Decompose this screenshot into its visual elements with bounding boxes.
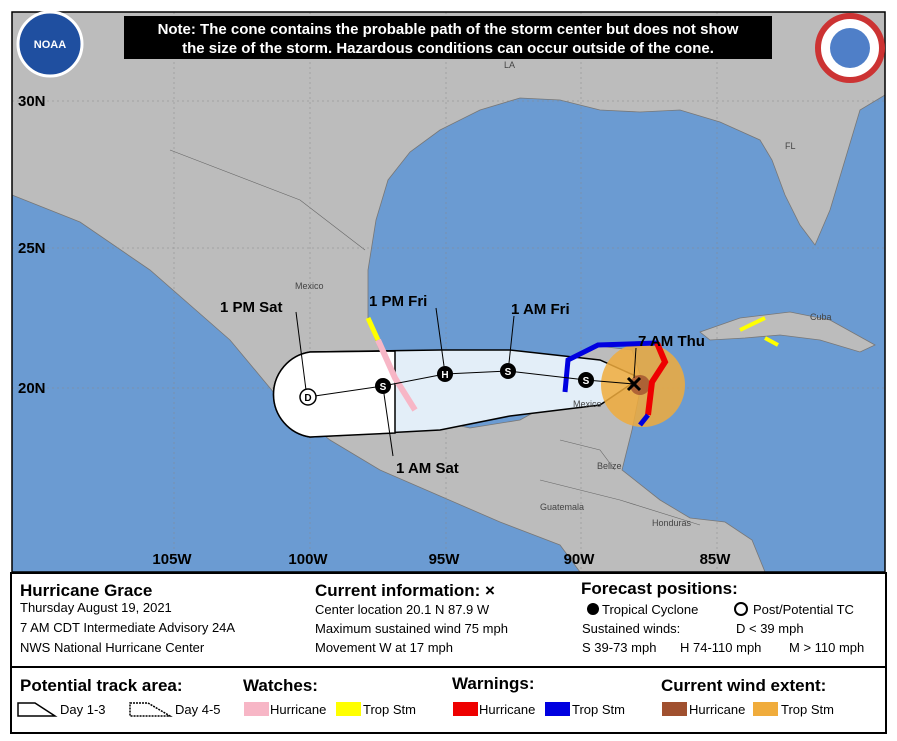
- track-label: 1 PM Fri: [369, 293, 427, 310]
- watch-storm: [365, 316, 381, 342]
- watch-storm-swatch: [336, 702, 361, 716]
- place: Cuba: [810, 312, 832, 322]
- place: Honduras: [652, 518, 692, 528]
- place: Mexico: [573, 399, 602, 409]
- wind-storm-swatch: [753, 702, 778, 716]
- legend-item: Trop Stm: [363, 702, 416, 717]
- watch-hurricane-swatch: [244, 702, 269, 716]
- forecast-item: S 39-73 mph: [582, 640, 656, 655]
- cuba: [699, 311, 876, 353]
- marker: [437, 366, 453, 382]
- marker-letter: S: [380, 382, 387, 393]
- place: FL: [785, 141, 796, 151]
- current-line: Maximum sustained wind 75 mph: [315, 621, 508, 636]
- note: Note: The cone contains the probable pat…: [158, 21, 739, 38]
- warning-storm-swatch: [545, 702, 570, 716]
- marker: [500, 363, 516, 379]
- legend-item: Day 4-5: [175, 702, 221, 717]
- marker-letter: S: [583, 376, 590, 387]
- forecast-item: Tropical Cyclone: [602, 602, 698, 617]
- nws-logo-center: [830, 28, 870, 68]
- label-leaders: [295, 307, 637, 457]
- place: Belize: [597, 461, 622, 471]
- legend-title: Warnings:: [452, 674, 534, 693]
- warning-storm: [638, 413, 650, 427]
- warning-hurricane-swatch: [453, 702, 478, 716]
- lon-labels: 105W 100W 95W 90W 85W: [152, 551, 731, 568]
- lon-label: 90W: [564, 551, 596, 568]
- watch-hurricane: [375, 338, 418, 412]
- lon-label: 85W: [700, 551, 732, 568]
- track-label: 1 AM Fri: [511, 301, 570, 318]
- note-box: [124, 16, 772, 59]
- legend-item: Hurricane: [689, 702, 745, 717]
- legend-title: Current wind extent:: [661, 676, 826, 695]
- day45-swatch: [129, 702, 173, 717]
- current-line: Movement W at 17 mph: [315, 640, 453, 655]
- track-label: 7 AM Thu: [638, 333, 705, 350]
- place: LA: [504, 60, 515, 70]
- lon-label: 100W: [288, 551, 328, 568]
- legend-title: Potential track area:: [20, 676, 183, 695]
- lat-label: 30N: [18, 93, 46, 110]
- place: Guatemala: [540, 502, 584, 512]
- marker: [299, 388, 317, 406]
- lat-label: 20N: [18, 380, 46, 397]
- track-markers: D S H S S: [299, 363, 642, 406]
- info-line: Thursday August 19, 2021: [20, 600, 172, 615]
- track: [307, 370, 635, 398]
- legend-item: Trop Stm: [781, 702, 834, 717]
- current-line: Center location 20.1 N 87.9 W: [315, 602, 490, 617]
- cone-day45: [272, 350, 396, 438]
- borders: [169, 149, 701, 526]
- marker: [375, 378, 391, 394]
- storm-name: Hurricane Grace: [20, 581, 152, 600]
- legend-item: Day 1-3: [60, 702, 106, 717]
- info-line: NWS National Hurricane Center: [20, 640, 205, 655]
- lon-label: 105W: [152, 551, 192, 568]
- forecast-item: M > 110 mph: [789, 640, 864, 655]
- lon-label: 95W: [429, 551, 461, 568]
- day13-swatch: [17, 702, 58, 717]
- lat-label: 25N: [18, 240, 46, 257]
- legend-title: Watches:: [243, 676, 318, 695]
- forecast-item: Post/Potential TC: [753, 602, 854, 617]
- forecast-title: Forecast positions:: [581, 579, 738, 598]
- forecast-item: Sustained winds:: [582, 621, 680, 636]
- marker-letter: S: [505, 367, 512, 378]
- track-label: 1 AM Sat: [396, 460, 459, 477]
- wind-extent-hurricane: [630, 375, 650, 395]
- wind-hurricane-swatch: [662, 702, 687, 716]
- post-symbol: [734, 602, 748, 616]
- marker-letter: D: [304, 393, 311, 404]
- cyclone-symbol: [587, 603, 599, 615]
- noaa-logo-text: NOAA: [34, 39, 66, 51]
- current-title: Current information: ×: [315, 581, 495, 600]
- current-position: [626, 376, 642, 392]
- forecast-item: H 74-110 mph: [680, 640, 761, 655]
- watch-storm: [739, 316, 779, 347]
- marker-letter: H: [441, 370, 448, 381]
- legend-item: Trop Stm: [572, 702, 625, 717]
- noaa-logo: [16, 10, 84, 78]
- legend-box: [10, 572, 887, 734]
- warning-storm: [562, 340, 658, 393]
- lat-labels: 30N 25N 20N: [18, 93, 46, 397]
- track-label: 1 PM Sat: [220, 299, 283, 316]
- legend-item: Hurricane: [479, 702, 535, 717]
- forecast-item: D < 39 mph: [736, 621, 804, 636]
- place: Mexico: [295, 281, 324, 291]
- note: the size of the storm. Hazardous conditi…: [182, 40, 714, 57]
- warning-hurricane: [645, 341, 669, 416]
- legend-item: Hurricane: [270, 702, 326, 717]
- marker: [578, 372, 594, 388]
- info-line: 7 AM CDT Intermediate Advisory 24A: [20, 620, 235, 635]
